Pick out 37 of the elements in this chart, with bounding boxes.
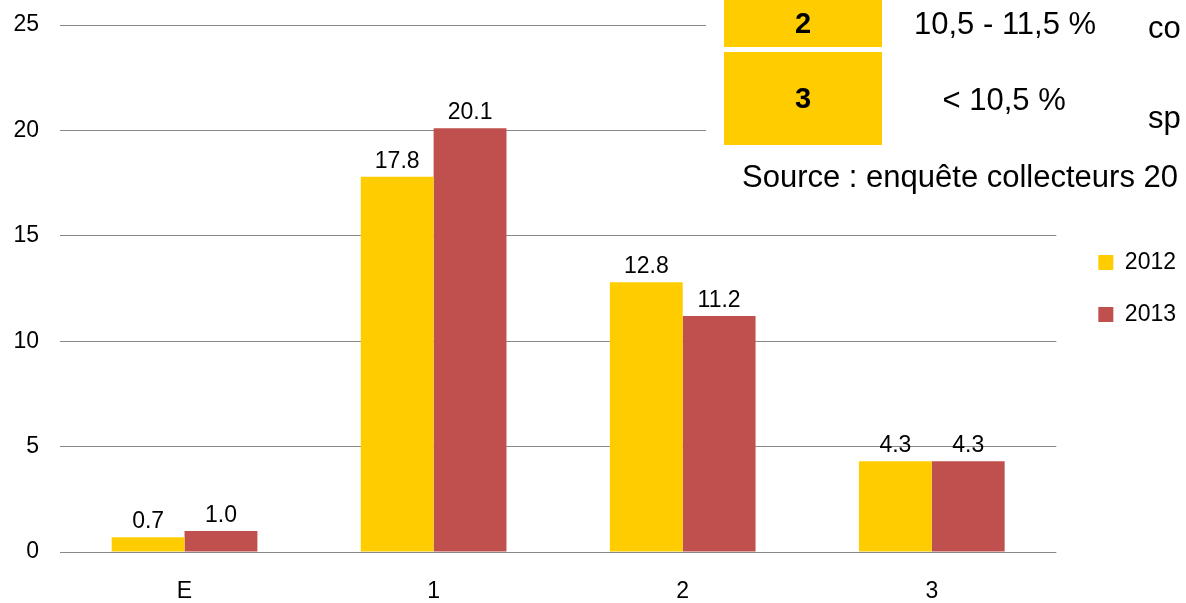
x-tick-label: 3 (925, 577, 939, 603)
annotation: 2 (794, 7, 812, 39)
y-tick-label: 20 (13, 115, 39, 142)
data-label: 11.2 (697, 285, 741, 312)
bar (682, 315, 756, 552)
y-tick-label: 25 (13, 10, 39, 37)
data-label: 1.0 (204, 500, 237, 527)
y-tick-label: 0 (26, 537, 39, 564)
y-tick-label: 10 (13, 326, 39, 353)
bar (111, 537, 185, 552)
bar (609, 282, 683, 552)
bar (360, 176, 434, 552)
data-label: 4.3 (952, 431, 985, 458)
x-tick-label: 1 (427, 577, 441, 603)
data-label: 12.8 (623, 252, 669, 279)
x-tick-label: E (176, 577, 193, 603)
legend-label: 2012 (1124, 247, 1177, 274)
x-tick-label: 2 (676, 577, 690, 603)
text: co (1148, 9, 1181, 45)
legend-label: 2013 (1124, 299, 1177, 326)
bar (931, 461, 1005, 552)
y-tick-label: 5 (26, 431, 39, 458)
bar (433, 128, 507, 552)
bar (858, 461, 932, 552)
data-label: 17.8 (374, 146, 420, 173)
data-label: 4.3 (879, 431, 912, 458)
table-cell: 2 (724, 0, 882, 47)
annotation: Source : enquête collecteurs 20 (742, 158, 1178, 194)
data-label: 20.1 (447, 98, 493, 125)
y-tick-label: 15 (13, 221, 39, 248)
annotation: 3 (794, 82, 812, 114)
data-label: 0.7 (132, 507, 165, 534)
bar (184, 530, 258, 552)
annotation: < 10,5 % (942, 81, 1066, 117)
table-cell: 3 (724, 52, 882, 145)
text: sp (1148, 99, 1181, 135)
annotation: 10,5 - 11,5 % (914, 5, 1097, 41)
